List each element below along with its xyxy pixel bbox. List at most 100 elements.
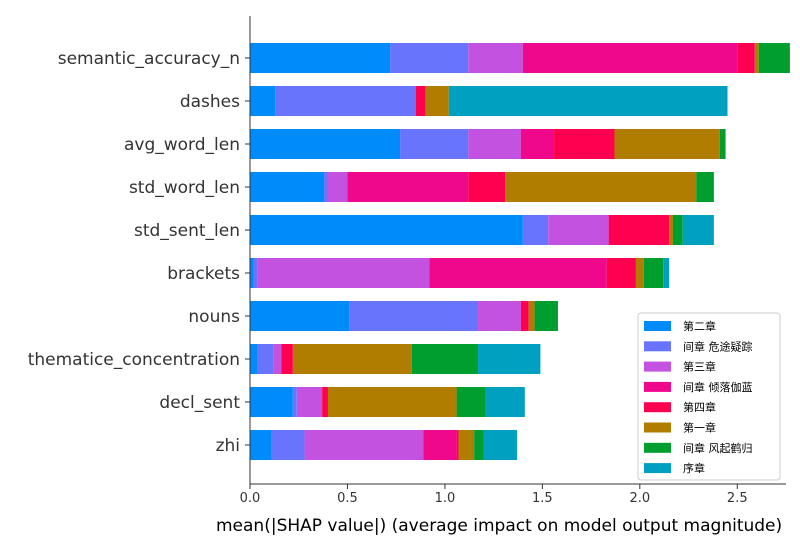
- bar-segment-semantic_accuracy_n-6: [758, 43, 790, 73]
- bar-segment-decl_sent-2: [296, 387, 323, 417]
- bar-segment-thematice_concentration-6: [411, 344, 479, 374]
- bar-segment-zhi-0: [250, 430, 272, 460]
- x-axis-label: mean(|SHAP value|) (average impact on mo…: [216, 516, 782, 536]
- x-tick-label: 0.5: [337, 491, 358, 506]
- x-tick-label: 1.0: [435, 491, 456, 506]
- x-tick-label: 0.0: [240, 491, 261, 506]
- bar-segment-decl_sent-5: [327, 387, 457, 417]
- bar-segment-zhi-5: [458, 430, 475, 460]
- bar-segment-avg_word_len-6: [719, 129, 726, 159]
- bar-segment-dashes-5: [425, 86, 449, 116]
- bar-segment-brackets-2: [257, 258, 430, 288]
- bar-segment-zhi-6: [474, 430, 484, 460]
- y-tick-label: avg_word_len: [124, 135, 240, 155]
- bar-segment-zhi-3: [423, 430, 457, 460]
- bar-segment-brackets-5: [635, 258, 644, 288]
- bar-segment-std_word_len-1: [324, 172, 328, 202]
- legend-swatch: [644, 341, 671, 352]
- y-tick-label: zhi: [216, 436, 240, 456]
- legend-swatch: [644, 402, 671, 413]
- bar-segment-thematice_concentration-5: [292, 344, 412, 374]
- bar-segment-std_word_len-6: [696, 172, 714, 202]
- bar-segment-dashes-7: [448, 86, 728, 116]
- bar-segment-std_sent_len-1: [522, 215, 549, 245]
- axes-layer: [245, 16, 786, 489]
- bar-segment-thematice_concentration-4: [281, 344, 293, 374]
- legend-label: 间章 危途疑踪: [683, 339, 753, 353]
- legend-swatch: [644, 422, 671, 433]
- bar-segment-zhi-4: [456, 430, 459, 460]
- y-tick-label: decl_sent: [159, 393, 240, 413]
- bar-segment-nouns-2: [478, 301, 521, 331]
- y-tick-label: nouns: [188, 307, 240, 327]
- y-tick-label: std_sent_len: [134, 221, 240, 241]
- bar-segment-std_word_len-0: [250, 172, 325, 202]
- x-tick-labels: 0.0 0.5 1.0 1.5 2.0 2.5: [240, 491, 748, 506]
- bar-segment-brackets-4: [606, 258, 636, 288]
- bar-segment-thematice_concentration-0: [250, 344, 258, 374]
- legend-label: 第三章: [683, 360, 716, 374]
- legend-label: 第一章: [683, 421, 716, 435]
- y-tick-label: thematice_concentration: [28, 350, 240, 370]
- legend-label: 序章: [683, 461, 705, 475]
- bar-segment-dashes-1: [275, 86, 416, 116]
- bar-segment-semantic_accuracy_n-1: [390, 43, 469, 73]
- bar-segment-semantic_accuracy_n-5: [754, 43, 759, 73]
- bar-segment-decl_sent-7: [485, 387, 525, 417]
- bar-segment-std_sent_len-0: [250, 215, 523, 245]
- bar-segment-brackets-7: [663, 258, 670, 288]
- bar-segment-nouns-0: [250, 301, 350, 331]
- y-tick-label: brackets: [167, 264, 240, 284]
- bar-segment-dashes-0: [250, 86, 276, 116]
- bar-segment-decl_sent-1: [292, 387, 297, 417]
- legend-swatch: [644, 361, 671, 372]
- bar-segment-thematice_concentration-2: [273, 344, 282, 374]
- legend-box: [637, 312, 781, 481]
- bar-segment-brackets-0: [250, 258, 254, 288]
- bar-segment-avg_word_len-0: [250, 129, 401, 159]
- bar-segment-std_word_len-3: [347, 172, 469, 202]
- bar-segment-std_sent_len-5: [669, 215, 673, 245]
- bar-segment-nouns-1: [349, 301, 479, 331]
- bar-segment-nouns-6: [534, 301, 558, 331]
- x-tick-label: 2.5: [727, 491, 748, 506]
- legend-label: 间章 倾落伽蓝: [683, 380, 753, 394]
- bar-segment-avg_word_len-2: [468, 129, 521, 159]
- legend-label: 第二章: [683, 319, 716, 333]
- bar-segment-avg_word_len-3: [520, 129, 555, 159]
- bar-segment-nouns-5: [528, 301, 535, 331]
- bar-segment-zhi-1: [271, 430, 305, 460]
- legend-label: 间章 风起鹤归: [683, 441, 753, 455]
- x-tick-label: 2.0: [629, 491, 650, 506]
- legend-label: 第四章: [683, 400, 716, 414]
- bar-segment-semantic_accuracy_n-4: [737, 43, 755, 73]
- bar-segment-std_sent_len-7: [682, 215, 714, 245]
- bar-segment-semantic_accuracy_n-2: [468, 43, 523, 73]
- bar-segment-dashes-4: [415, 86, 426, 116]
- bar-segment-std_word_len-4: [468, 172, 506, 202]
- bar-segment-decl_sent-6: [456, 387, 486, 417]
- bar-segment-avg_word_len-5: [614, 129, 720, 159]
- bar-segment-avg_word_len-1: [400, 129, 469, 159]
- legend-swatch: [644, 442, 671, 453]
- bar-segment-avg_word_len-4: [554, 129, 615, 159]
- bar-segment-decl_sent-4: [322, 387, 328, 417]
- bar-segment-semantic_accuracy_n-0: [250, 43, 391, 73]
- bars-layer: [250, 43, 790, 460]
- x-tick-label: 1.5: [532, 491, 553, 506]
- bar-segment-decl_sent-0: [250, 387, 293, 417]
- bar-segment-std_sent_len-2: [548, 215, 609, 245]
- bar-segment-zhi-2: [304, 430, 424, 460]
- bar-segment-thematice_concentration-1: [257, 344, 274, 374]
- bar-segment-semantic_accuracy_n-3: [522, 43, 738, 73]
- bar-segment-zhi-7: [483, 430, 518, 460]
- bar-segment-brackets-1: [253, 258, 258, 288]
- bar-segment-thematice_concentration-7: [478, 344, 541, 374]
- bar-segment-std_word_len-5: [505, 172, 697, 202]
- legend-swatch: [644, 463, 671, 474]
- bar-segment-std_sent_len-6: [672, 215, 683, 245]
